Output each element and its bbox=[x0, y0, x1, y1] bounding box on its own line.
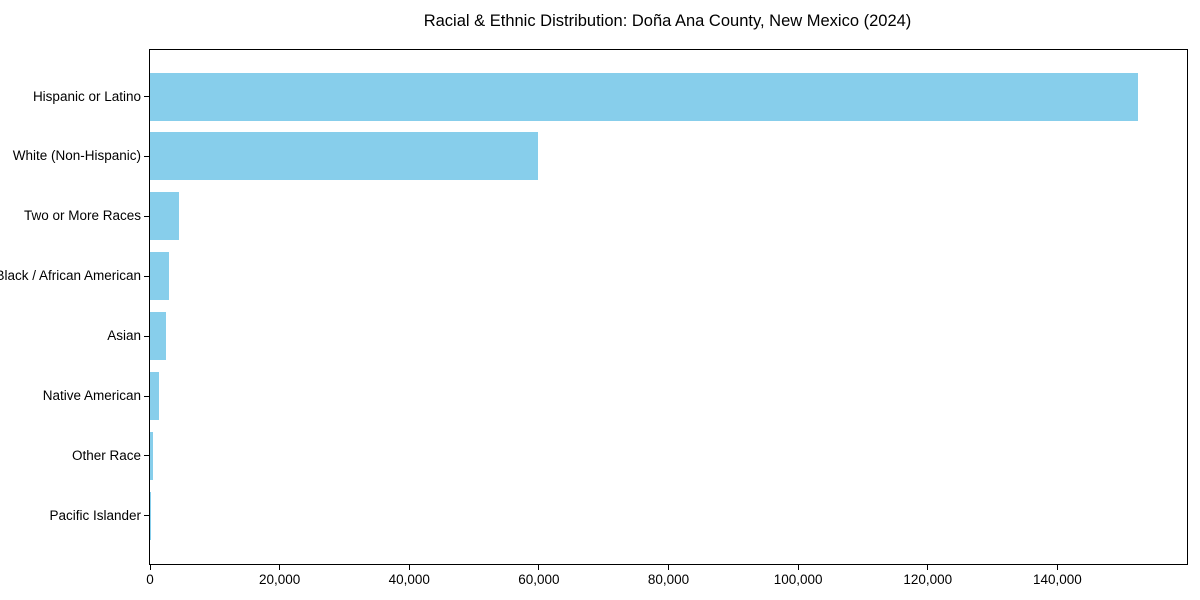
x-tick-label: 120,000 bbox=[903, 572, 953, 587]
x-tick-label: 20,000 bbox=[258, 572, 301, 587]
x-tick-mark bbox=[1056, 564, 1058, 570]
y-axis-label: Other Race bbox=[71, 447, 141, 463]
y-tick-mark bbox=[144, 215, 150, 217]
plot-area: Hispanic or Latino White (Non-Hispanic) Tw… bbox=[0, 49, 1188, 587]
bar bbox=[150, 252, 170, 301]
bar bbox=[150, 431, 154, 480]
bar bbox=[150, 491, 151, 540]
chart-title: Racial & Ethnic Distribution: Doña Ana C… bbox=[423, 12, 912, 30]
x-tick-label: 80,000 bbox=[647, 572, 690, 587]
bar bbox=[150, 132, 539, 181]
x-tick-mark bbox=[668, 564, 669, 570]
y-axis-label: Native American bbox=[42, 388, 141, 403]
x-tick-label: 140,000 bbox=[1032, 572, 1082, 587]
y-tick-mark bbox=[144, 275, 150, 277]
x-tick-label: 60,000 bbox=[518, 572, 560, 587]
y-tick-mark bbox=[144, 96, 150, 97]
x-tick-mark bbox=[279, 564, 281, 570]
bar bbox=[150, 72, 1138, 121]
y-axis-label: Pacific Islander bbox=[49, 507, 141, 523]
y-axis-label: Two or More Races bbox=[23, 208, 141, 224]
y-axis-label: White (Non-Hispanic) bbox=[12, 148, 141, 164]
bar bbox=[150, 192, 179, 241]
y-axis-label: Asian bbox=[107, 328, 141, 344]
x-tick-mark bbox=[538, 564, 540, 570]
y-tick-mark bbox=[144, 155, 150, 157]
y-axis-label: Black / African American bbox=[0, 268, 141, 284]
x-tick-label: 100,000 bbox=[773, 572, 823, 587]
bar bbox=[150, 312, 167, 361]
x-tick-label: 0 bbox=[146, 572, 154, 587]
x-tick-mark bbox=[797, 564, 799, 570]
x-tick-mark bbox=[927, 564, 929, 570]
x-tick-label: 40,000 bbox=[388, 572, 430, 587]
x-tick-mark bbox=[149, 564, 151, 570]
bar bbox=[150, 372, 159, 420]
x-tick-mark bbox=[408, 564, 410, 570]
y-tick-mark bbox=[144, 335, 150, 337]
y-tick-mark bbox=[144, 515, 150, 517]
y-axis-label: Hispanic or Latino bbox=[32, 88, 141, 104]
y-tick-mark bbox=[144, 395, 150, 397]
y-tick-mark bbox=[144, 455, 150, 457]
